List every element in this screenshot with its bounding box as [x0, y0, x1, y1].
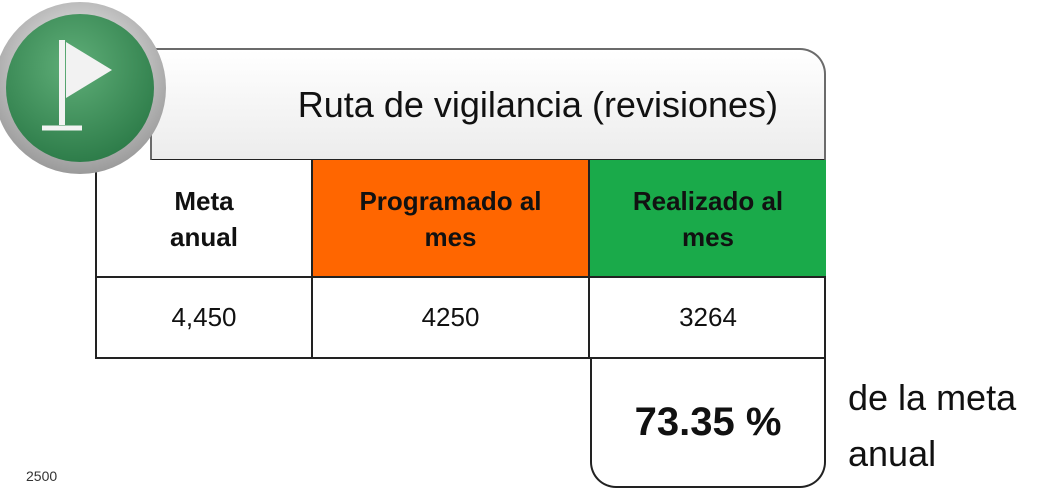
percent: 73.35 % — [634, 399, 782, 444]
header-text: Programado al mes — [359, 186, 542, 252]
value: 4250 — [421, 301, 480, 332]
note: de la meta anual — [848, 377, 1017, 474]
table-left-border — [95, 160, 97, 359]
header-text: Meta anual — [170, 186, 238, 252]
percent-box: 73.35 % — [590, 358, 826, 488]
header-text: Realizado al mes — [632, 186, 784, 252]
title: Ruta de vigilancia (revisiones) — [297, 83, 778, 125]
flag-cloth — [66, 42, 112, 98]
header-cell: Realizado al mes — [590, 160, 826, 278]
value-cell: 3264 — [590, 277, 826, 359]
row-divider — [95, 276, 826, 278]
header-cell: Meta anual — [97, 160, 313, 278]
flag-icon — [0, 2, 166, 174]
value: 4,450 — [171, 301, 237, 332]
title-box: Ruta de vigilancia (revisiones) — [150, 48, 826, 161]
stray-text: 2500 — [26, 468, 58, 484]
value-cell: 4,450 — [97, 277, 313, 359]
header-cell: Programado al mes — [313, 160, 590, 278]
value: 3264 — [679, 301, 737, 332]
value-cell: 4250 — [313, 277, 590, 359]
